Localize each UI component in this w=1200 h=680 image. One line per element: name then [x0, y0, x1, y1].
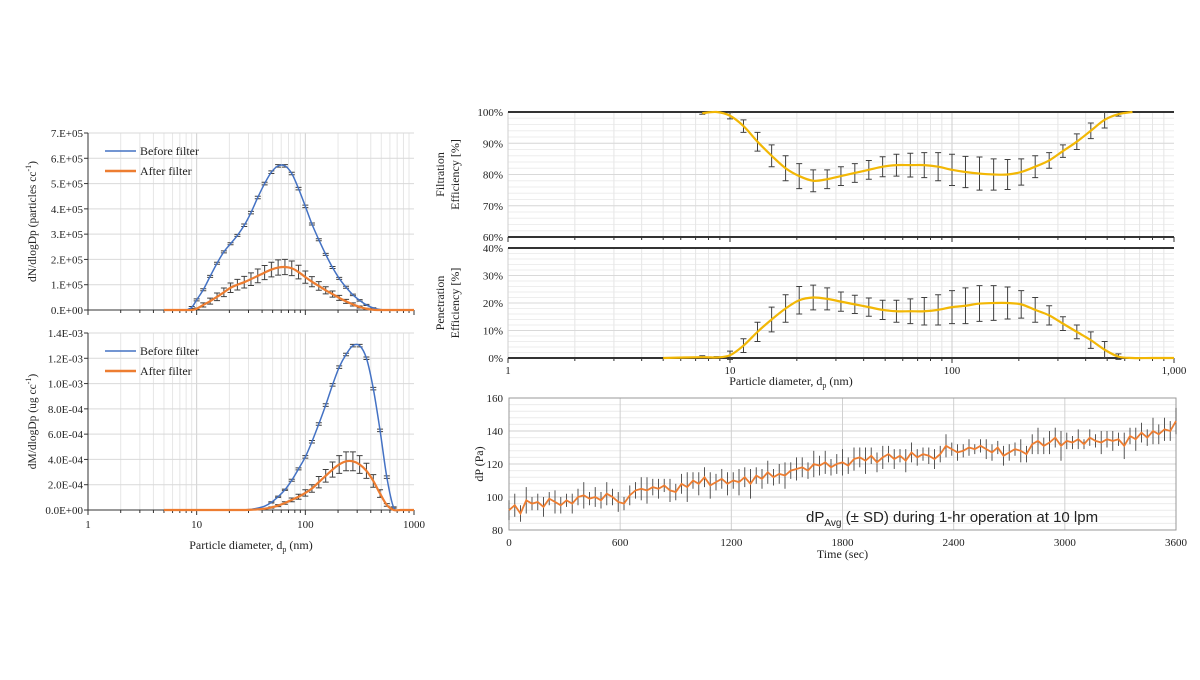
series-dp — [508, 407, 1177, 522]
x-label-text: (nm) — [826, 374, 852, 388]
series-line — [508, 420, 1177, 516]
series-line — [663, 296, 1174, 360]
series-after-filter — [163, 451, 414, 512]
y-tick-label: 100% — [477, 107, 503, 119]
y-tick-label: 3.E+05 — [51, 229, 84, 241]
y-tick-label: 4.E+05 — [51, 204, 84, 216]
annotation: dPAvg (± SD) during 1-hr operation at 10… — [806, 509, 1098, 529]
y-label-text: ) — [27, 374, 39, 378]
y-label-superscript: -1 — [24, 165, 33, 172]
y-tick-label: 6.0E-04 — [48, 429, 84, 441]
x-tick-label: 1000 — [403, 519, 426, 531]
x-label-subscript: p — [822, 381, 826, 390]
legend-label: Before filter — [140, 344, 199, 358]
y-tick-label: 1.4E-03 — [48, 328, 84, 340]
y-label-text: dN/dlogDp (particles cc — [27, 172, 39, 283]
y-axis-label: Filtration — [433, 152, 447, 197]
x-label-text: Particle diameter, d — [189, 538, 282, 552]
y-tick-label: 60% — [483, 232, 503, 244]
y-axis-label: dM/dlogDp (ug cc-1) — [24, 374, 39, 470]
series-after-filter — [163, 258, 414, 312]
y-tick-label: 30% — [483, 271, 503, 283]
y-tick-label: 10% — [483, 326, 503, 338]
x-tick-label: 2400 — [943, 537, 966, 549]
y-tick-label: 1.0E-03 — [48, 379, 84, 391]
x-label-text: (nm) — [286, 538, 312, 552]
y-label-superscript: -1 — [24, 378, 33, 385]
legend-label: Before filter — [140, 144, 199, 158]
y-tick-label: 0.0E+00 — [45, 505, 83, 517]
series-line — [702, 110, 1133, 182]
y-tick-label: 40% — [483, 243, 503, 255]
x-tick-label: 100 — [944, 365, 961, 377]
y-axis-label: dN/dlogDp (particles cc-1) — [24, 161, 39, 282]
plot-border — [508, 397, 1177, 531]
x-tick-label: 1,000 — [1162, 365, 1187, 377]
x-axis-label: Particle diameter, dp (nm) — [729, 374, 852, 390]
number-distribution-chart: 0.E+00 1.E+05 2.E+05 3.E+05 4.E+05 5.E+05 6.E+… — [24, 128, 415, 317]
x-tick-label: 0 — [506, 537, 512, 549]
y-tick-label: 1.2E-03 — [48, 353, 84, 365]
y-tick-label: 120 — [487, 459, 504, 471]
x-tick-label: 3000 — [1054, 537, 1077, 549]
y-axis-label: Efficiency [%] — [448, 139, 462, 210]
x-axis-label: Time (sec) — [817, 547, 868, 561]
x-tick-label: 600 — [612, 537, 629, 549]
x-tick-label: 3600 — [1165, 537, 1188, 549]
penetration-efficiency-chart: 0% 10% 20% 30% 40% 1 10 100 1,000 Penetration Effi… — [433, 243, 1187, 390]
y-tick-label: 70% — [483, 201, 503, 213]
x-axis-label: Particle diameter, dp (nm) — [189, 538, 312, 554]
y-axis-label: Penetration — [433, 276, 447, 331]
series-efficiency — [663, 284, 1174, 360]
x-tick-label: 1 — [505, 365, 511, 377]
y-tick-label: 4.0E-04 — [48, 454, 84, 466]
annotation-text: dP — [806, 509, 824, 526]
legend-label: After filter — [140, 364, 192, 378]
y-tick-label: 100 — [487, 492, 504, 504]
y-tick-label: 80% — [483, 170, 503, 182]
x-label-subscript: p — [282, 545, 286, 554]
y-tick-label: 1.E+05 — [51, 280, 84, 292]
y-tick-label: 2.E+05 — [51, 254, 84, 266]
series-before-filter — [163, 164, 414, 311]
series-line — [163, 459, 414, 512]
y-axis-label: dP (Pa) — [472, 446, 486, 481]
x-tick-label: 10 — [725, 365, 737, 377]
pressure-drop-chart: 80 100 120 140 160 0 600 1200 1800 2400 3000 3600 dP… — [472, 393, 1188, 561]
y-axis-label: Efficiency [%] — [448, 268, 462, 339]
filtration-efficiency-chart: 60% 70% 80% 90% 100% Filtration Efficiency [%] — [433, 107, 1175, 244]
x-tick-label: 100 — [297, 519, 314, 531]
legend-label: After filter — [140, 164, 192, 178]
y-tick-label: 7.E+05 — [51, 128, 84, 140]
y-tick-label: 2.0E-04 — [48, 480, 84, 492]
x-tick-label: 1200 — [720, 537, 743, 549]
y-tick-label: 6.E+05 — [51, 153, 84, 165]
y-tick-label: 5.E+05 — [51, 179, 84, 191]
y-tick-label: 0% — [488, 353, 503, 365]
x-tick-label: 1800 — [832, 537, 855, 549]
annotation-subscript: Avg — [824, 518, 841, 529]
y-tick-label: 8.0E-04 — [48, 404, 84, 416]
series-line — [163, 265, 414, 312]
y-tick-label: 20% — [483, 298, 503, 310]
annotation-text: (± SD) during 1-hr operation at 10 lpm — [841, 509, 1098, 526]
y-tick-label: 160 — [487, 393, 504, 405]
y-tick-label: 80 — [492, 525, 504, 537]
mass-distribution-chart: 0.0E+00 2.0E-04 4.0E-04 6.0E-04 8.0E-04 1.0E-… — [24, 328, 426, 554]
y-label-text: dM/dlogDp (ug cc — [27, 384, 39, 469]
y-tick-label: 90% — [483, 138, 503, 150]
x-label-text: Particle diameter, d — [729, 374, 822, 388]
y-tick-label: 0.E+00 — [51, 305, 84, 317]
series-efficiency — [699, 110, 1133, 193]
x-tick-label: 1 — [85, 519, 91, 531]
x-tick-label: 10 — [191, 519, 203, 531]
y-label-text: ) — [27, 161, 39, 165]
series-line — [163, 164, 414, 311]
y-tick-label: 140 — [487, 426, 504, 438]
